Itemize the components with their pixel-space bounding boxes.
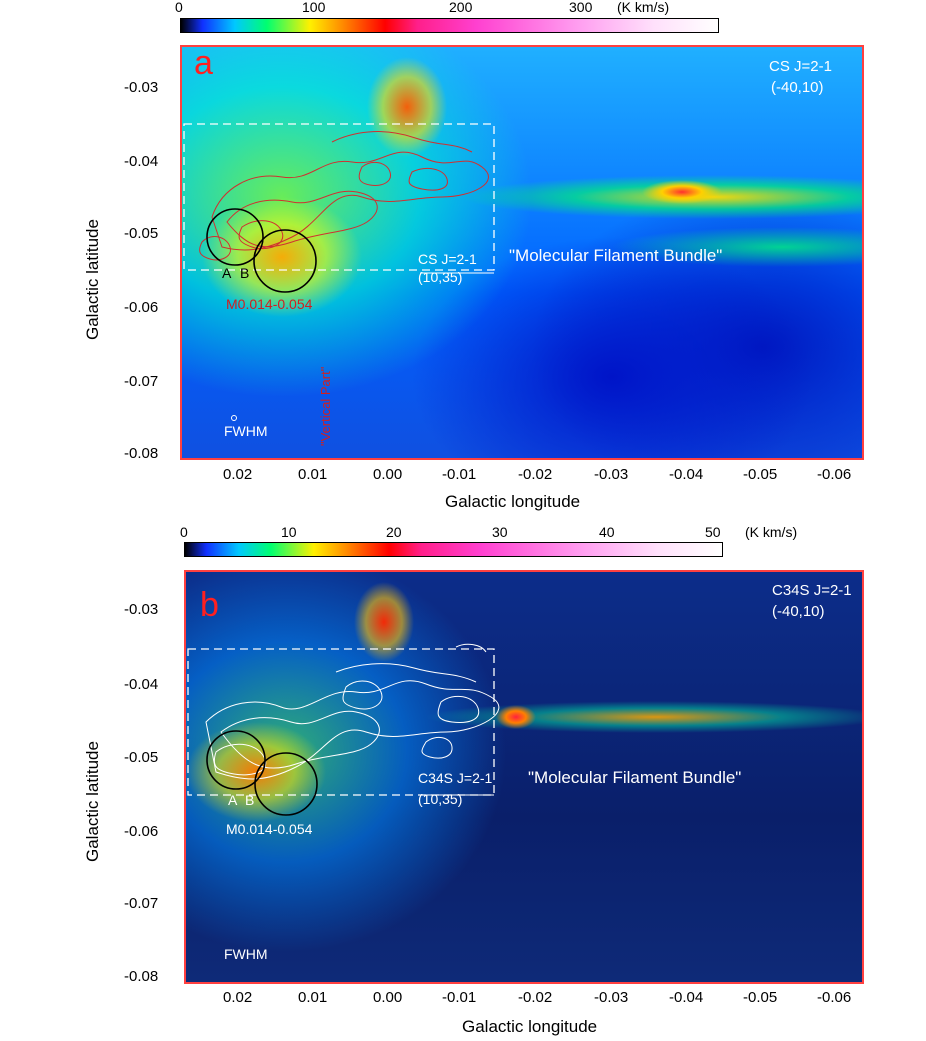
panel-b-circle-a-label: A bbox=[228, 792, 238, 808]
panel-a-letter: a bbox=[194, 44, 213, 82]
colorbar-a-tick-200: 200 bbox=[449, 0, 473, 15]
panel-b-circle-b-label: B bbox=[245, 792, 255, 808]
panel-b-xtick-9: -0.06 bbox=[817, 989, 852, 1006]
panel-a-ytick-1: -0.03 bbox=[124, 79, 159, 96]
panel-b-vel-range: (-40,10) bbox=[772, 603, 825, 620]
panel-a-circle-a-label: A bbox=[222, 265, 232, 281]
colorbar-a bbox=[180, 18, 719, 33]
panel-b-ytick-5: -0.07 bbox=[124, 895, 159, 912]
panel-b-ytick-3: -0.05 bbox=[124, 749, 159, 766]
panel-b-filament-label: "Molecular Filament Bundle" bbox=[528, 768, 742, 787]
panel-a-source-label: M0.014-0.054 bbox=[226, 296, 313, 312]
panel-b-line-label: C34S J=2-1 bbox=[772, 582, 852, 599]
panel-b-contour-line: C34S J=2-1 bbox=[418, 770, 493, 786]
panel-a-ytick-5: -0.07 bbox=[124, 373, 159, 390]
colorbar-b-tick-40: 40 bbox=[599, 524, 615, 540]
colorbar-b-unit: (K km/s) bbox=[745, 524, 798, 540]
panel-b-xtick-3: 0.00 bbox=[373, 989, 403, 1006]
colorbar-a-tick-0: 0 bbox=[175, 0, 183, 15]
panel-b-ytick-6: -0.08 bbox=[124, 968, 159, 985]
map-b-overlay bbox=[187, 643, 500, 816]
fwhm-beam-a bbox=[231, 415, 237, 421]
panel-a-ylabel: Galactic latitude bbox=[83, 219, 102, 340]
panel-a-ytick-3: -0.05 bbox=[124, 225, 159, 242]
panel-b-source-label: M0.014-0.054 bbox=[226, 821, 313, 837]
panel-b-xtick-4: -0.01 bbox=[442, 989, 477, 1006]
panel-a-filament-label: "Molecular Filament Bundle" bbox=[509, 246, 723, 265]
region-box-a bbox=[183, 123, 495, 271]
panel-b-ytick-2: -0.04 bbox=[124, 676, 159, 693]
colorbar-a-unit: (K km/s) bbox=[617, 0, 670, 15]
panel-a-vel-range: (-40,10) bbox=[771, 79, 824, 96]
colorbar-b-tick-50: 50 bbox=[705, 524, 721, 540]
panel-a-contour-line: CS J=2-1 bbox=[418, 251, 477, 267]
panel-b-letter: b bbox=[200, 586, 219, 624]
panel-a-xtick-8: -0.05 bbox=[743, 466, 778, 483]
panel-b-xtick-1: 0.02 bbox=[223, 989, 253, 1006]
panel-a-xtick-7: -0.04 bbox=[669, 466, 704, 483]
panel-a-ytick-6: -0.08 bbox=[124, 445, 159, 462]
panel-a-vertical-label: "Vertical Part" bbox=[318, 366, 333, 446]
circle-b-region-b bbox=[254, 752, 318, 816]
panel-b-xtick-5: -0.02 bbox=[518, 989, 553, 1006]
panel-a-xtick-2: 0.01 bbox=[298, 466, 328, 483]
panel-a-circle-b-label: B bbox=[240, 265, 250, 281]
contours-b bbox=[205, 643, 500, 780]
map-a-overlay bbox=[183, 123, 495, 421]
panel-b-xtick-6: -0.03 bbox=[594, 989, 629, 1006]
map-panel-b bbox=[184, 570, 864, 984]
panel-a-xtick-9: -0.06 bbox=[817, 466, 852, 483]
panel-b-ytick-1: -0.03 bbox=[124, 601, 159, 618]
panel-b-xtick-7: -0.04 bbox=[669, 989, 704, 1006]
panel-a-xtick-3: 0.00 bbox=[373, 466, 403, 483]
colorbar-a-tick-300: 300 bbox=[569, 0, 593, 15]
panel-a-line-label: CS J=2-1 bbox=[769, 58, 832, 75]
panel-a-xtick-1: 0.02 bbox=[223, 466, 253, 483]
region-box-b bbox=[187, 648, 495, 796]
panel-b-ylabel: Galactic latitude bbox=[83, 741, 102, 862]
panel-b-xtick-2: 0.01 bbox=[298, 989, 328, 1006]
panel-b-xlabel: Galactic longitude bbox=[462, 1017, 598, 1036]
contours-a bbox=[199, 131, 489, 261]
colorbar-b bbox=[184, 542, 723, 557]
panel-a-fwhm-label: FWHM bbox=[224, 423, 268, 439]
panel-a-xtick-4: -0.01 bbox=[442, 466, 477, 483]
colorbar-b-tick-30: 30 bbox=[492, 524, 508, 540]
panel-a-xlabel: Galactic longitude bbox=[445, 492, 581, 511]
panel-b-fwhm-label: FWHM bbox=[224, 946, 268, 962]
colorbar-b-tick-0: 0 bbox=[180, 524, 188, 540]
map-panel-a bbox=[180, 45, 864, 460]
panel-b-ytick-4: -0.06 bbox=[124, 823, 159, 840]
panel-a-ytick-2: -0.04 bbox=[124, 153, 159, 170]
panel-b-contour-vel: (10,35) bbox=[418, 791, 463, 807]
panel-a-contour-vel: (10,35) bbox=[418, 269, 463, 285]
colorbar-b-tick-10: 10 bbox=[281, 524, 297, 540]
circle-b-region bbox=[253, 229, 317, 293]
colorbar-b-tick-20: 20 bbox=[386, 524, 402, 540]
panel-b-xtick-8: -0.05 bbox=[743, 989, 778, 1006]
panel-a-xtick-6: -0.03 bbox=[594, 466, 629, 483]
panel-a-xtick-5: -0.02 bbox=[518, 466, 553, 483]
panel-a-ytick-4: -0.06 bbox=[124, 299, 159, 316]
circle-a-region bbox=[206, 208, 264, 266]
circle-a-region-b bbox=[206, 730, 266, 790]
colorbar-a-tick-100: 100 bbox=[302, 0, 326, 15]
